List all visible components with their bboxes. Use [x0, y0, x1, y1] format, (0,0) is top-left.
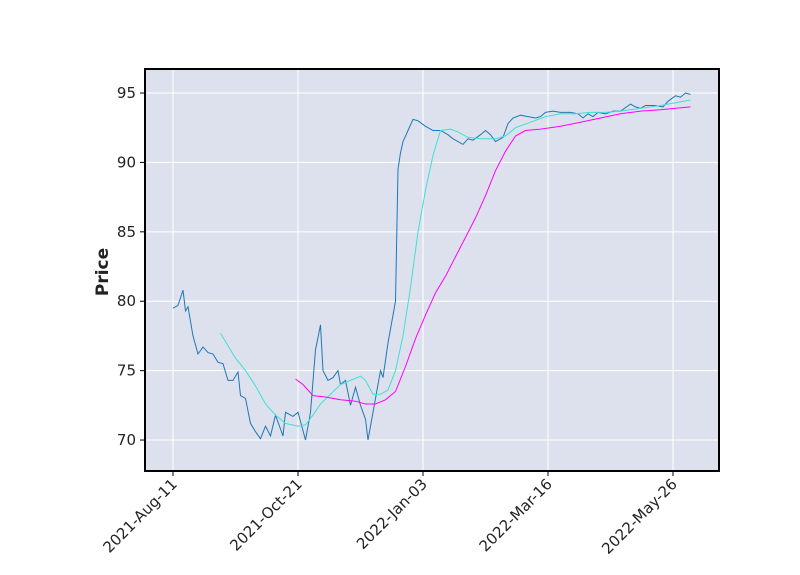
y-tick-label: 80 [117, 292, 136, 310]
y-tick-label: 75 [117, 362, 136, 380]
y-tick-label: 85 [117, 223, 136, 241]
y-tick-label: 70 [117, 431, 136, 449]
y-tick-label: 90 [117, 153, 136, 171]
x-tick-label: 2021-Oct-21 [226, 475, 306, 555]
price-line [220, 99, 691, 427]
price-line [172, 92, 691, 441]
plot-frame [144, 68, 720, 472]
x-tick-label: 2022-May-26 [598, 475, 681, 558]
x-tick-label: 2022-Jan-03 [353, 475, 431, 553]
y-axis-label: Price [93, 248, 113, 296]
x-tick-label: 2022-Mar-16 [476, 475, 556, 555]
y-tick-label: 95 [117, 84, 136, 102]
x-tick-label: 2021-Aug-11 [99, 475, 180, 556]
plot-area [145, 69, 719, 471]
price-line [295, 106, 691, 405]
